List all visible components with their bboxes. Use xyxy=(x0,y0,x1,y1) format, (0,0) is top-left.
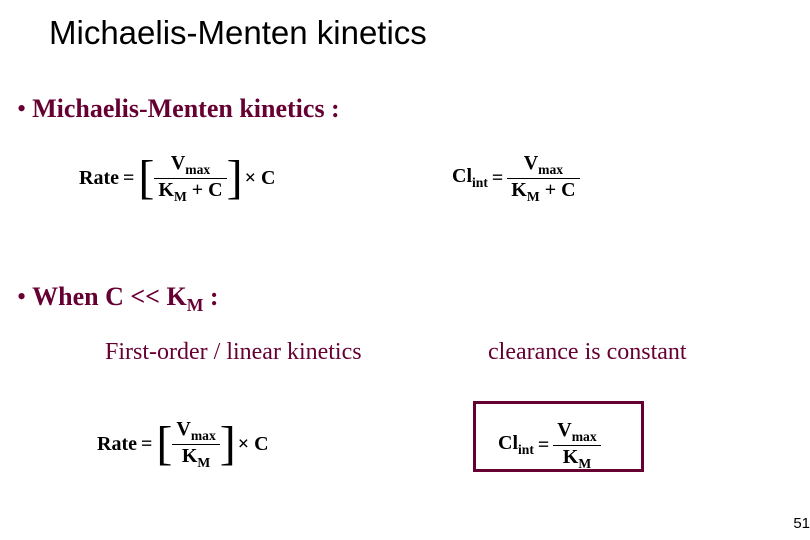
label-clearance-constant: clearance is constant xyxy=(488,339,687,366)
fraction: Vmax KM xyxy=(172,418,219,470)
equation-clint-simplified: Clint = Vmax KM xyxy=(498,419,601,471)
text-fragment: + C xyxy=(540,179,576,201)
numerator: Vmax xyxy=(520,152,567,178)
denominator: KM xyxy=(559,446,595,472)
numerator: Vmax xyxy=(167,152,214,178)
equation-rate-simplified: Rate = [ Vmax KM ] × C xyxy=(97,418,269,470)
eq-lhs: Clint xyxy=(452,165,488,191)
text-fragment: K xyxy=(511,179,527,201)
equals-sign: = xyxy=(538,434,549,457)
subscript-m: M xyxy=(187,295,204,315)
numerator: Vmax xyxy=(172,418,219,444)
subscript-m: M xyxy=(174,189,187,204)
page-number: 51 xyxy=(793,515,810,532)
eq-tail: × C xyxy=(238,433,269,456)
equals-sign: = xyxy=(492,167,503,190)
fraction: Vmax KM xyxy=(553,419,600,471)
eq-lhs: Rate xyxy=(97,433,137,456)
subscript-m: M xyxy=(197,455,210,470)
fraction: Vmax KM + C xyxy=(507,152,579,204)
bullet-when-c-small: • When C << KM : xyxy=(17,282,219,316)
denominator: KM xyxy=(178,445,214,471)
bullet-dot-icon: • xyxy=(17,282,26,312)
text-fragment: K xyxy=(158,179,174,201)
text-fragment: When C << K xyxy=(32,282,187,311)
numerator: Vmax xyxy=(553,419,600,445)
equals-sign: = xyxy=(141,433,152,456)
equation-clint-full: Clint = Vmax KM + C xyxy=(452,152,580,204)
bullet-text: When C << KM : xyxy=(32,282,218,316)
equals-sign: = xyxy=(123,167,134,190)
bullet-dot-icon: • xyxy=(17,94,26,124)
fraction: Vmax KM + C xyxy=(154,152,226,204)
equation-rate-full: Rate = [ Vmax KM + C ] × C xyxy=(79,152,275,204)
page-title: Michaelis-Menten kinetics xyxy=(49,14,427,52)
text-fragment: + C xyxy=(187,179,223,201)
text-fragment: : xyxy=(203,282,218,311)
denominator: KM + C xyxy=(507,179,579,205)
text-fragment: K xyxy=(563,446,579,468)
eq-lhs: Clint xyxy=(498,432,534,458)
eq-tail: × C xyxy=(245,167,276,190)
subscript-m: M xyxy=(578,456,591,471)
label-first-order: First-order / linear kinetics xyxy=(105,339,362,366)
bullet-mm-kinetics: • Michaelis-Menten kinetics : xyxy=(17,94,340,124)
text-fragment: K xyxy=(182,445,198,467)
eq-lhs: Rate xyxy=(79,167,119,190)
subscript-m: M xyxy=(527,189,540,204)
bullet-text: Michaelis-Menten kinetics : xyxy=(32,94,340,124)
denominator: KM + C xyxy=(154,179,226,205)
